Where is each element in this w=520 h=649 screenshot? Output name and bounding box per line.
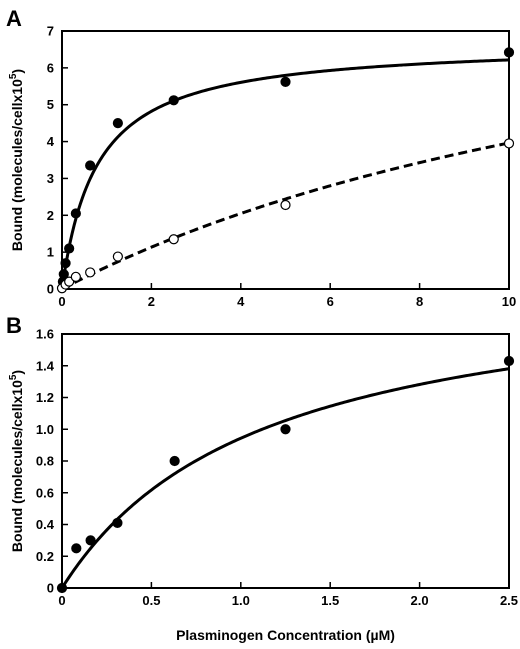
panel-a-series-0-point: [58, 269, 69, 280]
panel-a-series-1-point: [70, 271, 81, 282]
panel-b-y-tick-label: 0.6: [36, 485, 54, 500]
panel-b-y-tick-label: 0.8: [36, 454, 54, 469]
panel-a-letter: A: [6, 6, 22, 31]
panel-a-y-tick-label: 7: [47, 24, 54, 39]
panel-a-x-tick-label: 8: [416, 294, 423, 309]
panel-b-x-tick-label: 2.0: [411, 593, 429, 608]
panel-b-y-axis-label: Bound (molecules/cellx105): [8, 370, 25, 552]
panel-b-series-0-point: [169, 455, 180, 467]
panel-a-series-0-point: [503, 47, 515, 58]
panel-a-y-tick-label: 4: [47, 134, 55, 149]
panel-a-y-axis-label-close: ): [9, 69, 25, 74]
panel-a-series-1-point: [64, 276, 75, 287]
panel-b-series-0-point: [85, 535, 96, 546]
panel-b-x-tick-label: 0: [58, 593, 65, 608]
panel-b-y-tick-label: 0.4: [36, 517, 55, 532]
panel-a-x-tick-label: 10: [502, 294, 516, 309]
panel-a-x-tick-label: 4: [237, 294, 245, 309]
panel-a-y-tick-label: 6: [47, 60, 54, 75]
panel-a-y-tick-label: 1: [47, 245, 54, 260]
panel-a-y-tick-label: 2: [47, 208, 54, 223]
panel-a-y-axis-label: Bound (molecules/cellx105): [8, 69, 25, 251]
panel-a-series-0-point: [168, 95, 179, 106]
panel-b-y-tick-label: 1.0: [36, 422, 54, 437]
panel-b-series-0-point: [56, 582, 68, 594]
panel-a-series-0-fit-line: [60, 58, 510, 290]
panel-a-series-0-point: [85, 160, 96, 171]
panel-a-y-tick-label: 0: [47, 282, 54, 297]
panel-a-y-axis-label-main: Bound (molecules/cellx10: [9, 79, 25, 251]
panel-b-letter: B: [6, 313, 22, 338]
panel-a-x-tick-label: 0: [58, 294, 65, 309]
panel-a-series-1-fit-line: [61, 141, 510, 291]
panel-a-series-0-point: [70, 208, 81, 219]
panel-b-y-tick-label: 0: [47, 581, 54, 596]
panel-a-series-1-point: [168, 234, 179, 245]
panel-a-series-1-point: [503, 138, 515, 149]
panel-b-series-0-point: [112, 517, 123, 529]
panel-a-series-0-point: [280, 76, 291, 87]
panel-b-chart: 0 0.5 1.0 1.5 2.0 2.5 0 0.2 0.4 0.6 0.8 1.0 1.2 1.4 1.…: [8, 327, 518, 644]
panel-a-series-1-point: [280, 199, 291, 211]
panel-a-series-0-point: [64, 243, 75, 254]
panel-b-y-tick-label: 0.2: [36, 549, 54, 564]
panel-a-y-tick-label: 5: [47, 97, 54, 112]
panel-b-series-0-point: [503, 355, 515, 367]
panel-b-plot-frame: [61, 333, 510, 589]
panel-a-y-tick-label: 3: [47, 171, 54, 186]
panel-b-y-tick-label: 1.6: [36, 327, 54, 342]
panel-b-x-tick-label: 2.5: [500, 593, 518, 608]
panel-b-x-tick-label: 0.5: [142, 593, 160, 608]
panel-b-y-axis-label-main: Bound (molecules/cellx10: [9, 380, 25, 552]
panel-a-series-0-point: [112, 118, 123, 129]
panel-b-x-tick-label: 1.5: [321, 593, 339, 608]
panel-b-series-0-point: [71, 543, 82, 554]
panel-a-plot-frame: [61, 30, 510, 290]
panel-a-x-tick-label: 2: [148, 294, 155, 309]
panel-b-x-axis-label: Plasminogen Concentration (µM): [176, 627, 395, 643]
panel-b-x-tick-label: 1.0: [232, 593, 250, 608]
panel-b-y-tick-label: 1.4: [36, 358, 55, 373]
panel-b-y-tick-label: 1.2: [36, 390, 54, 405]
panel-b-series-0-fit-line: [60, 367, 510, 589]
panel-a-series-0-point: [60, 258, 71, 269]
panel-a-x-tick-label: 6: [327, 294, 334, 309]
panel-b-series-0-point: [280, 424, 291, 435]
panel-a-y-axis-label-sup: 5: [8, 73, 19, 79]
panel-b-y-axis-label-sup: 5: [8, 374, 19, 380]
panel-b-y-axis-label-close: ): [9, 370, 25, 375]
panel-a-series-1-point: [112, 251, 123, 262]
panel-a-series-1-point: [85, 267, 96, 278]
